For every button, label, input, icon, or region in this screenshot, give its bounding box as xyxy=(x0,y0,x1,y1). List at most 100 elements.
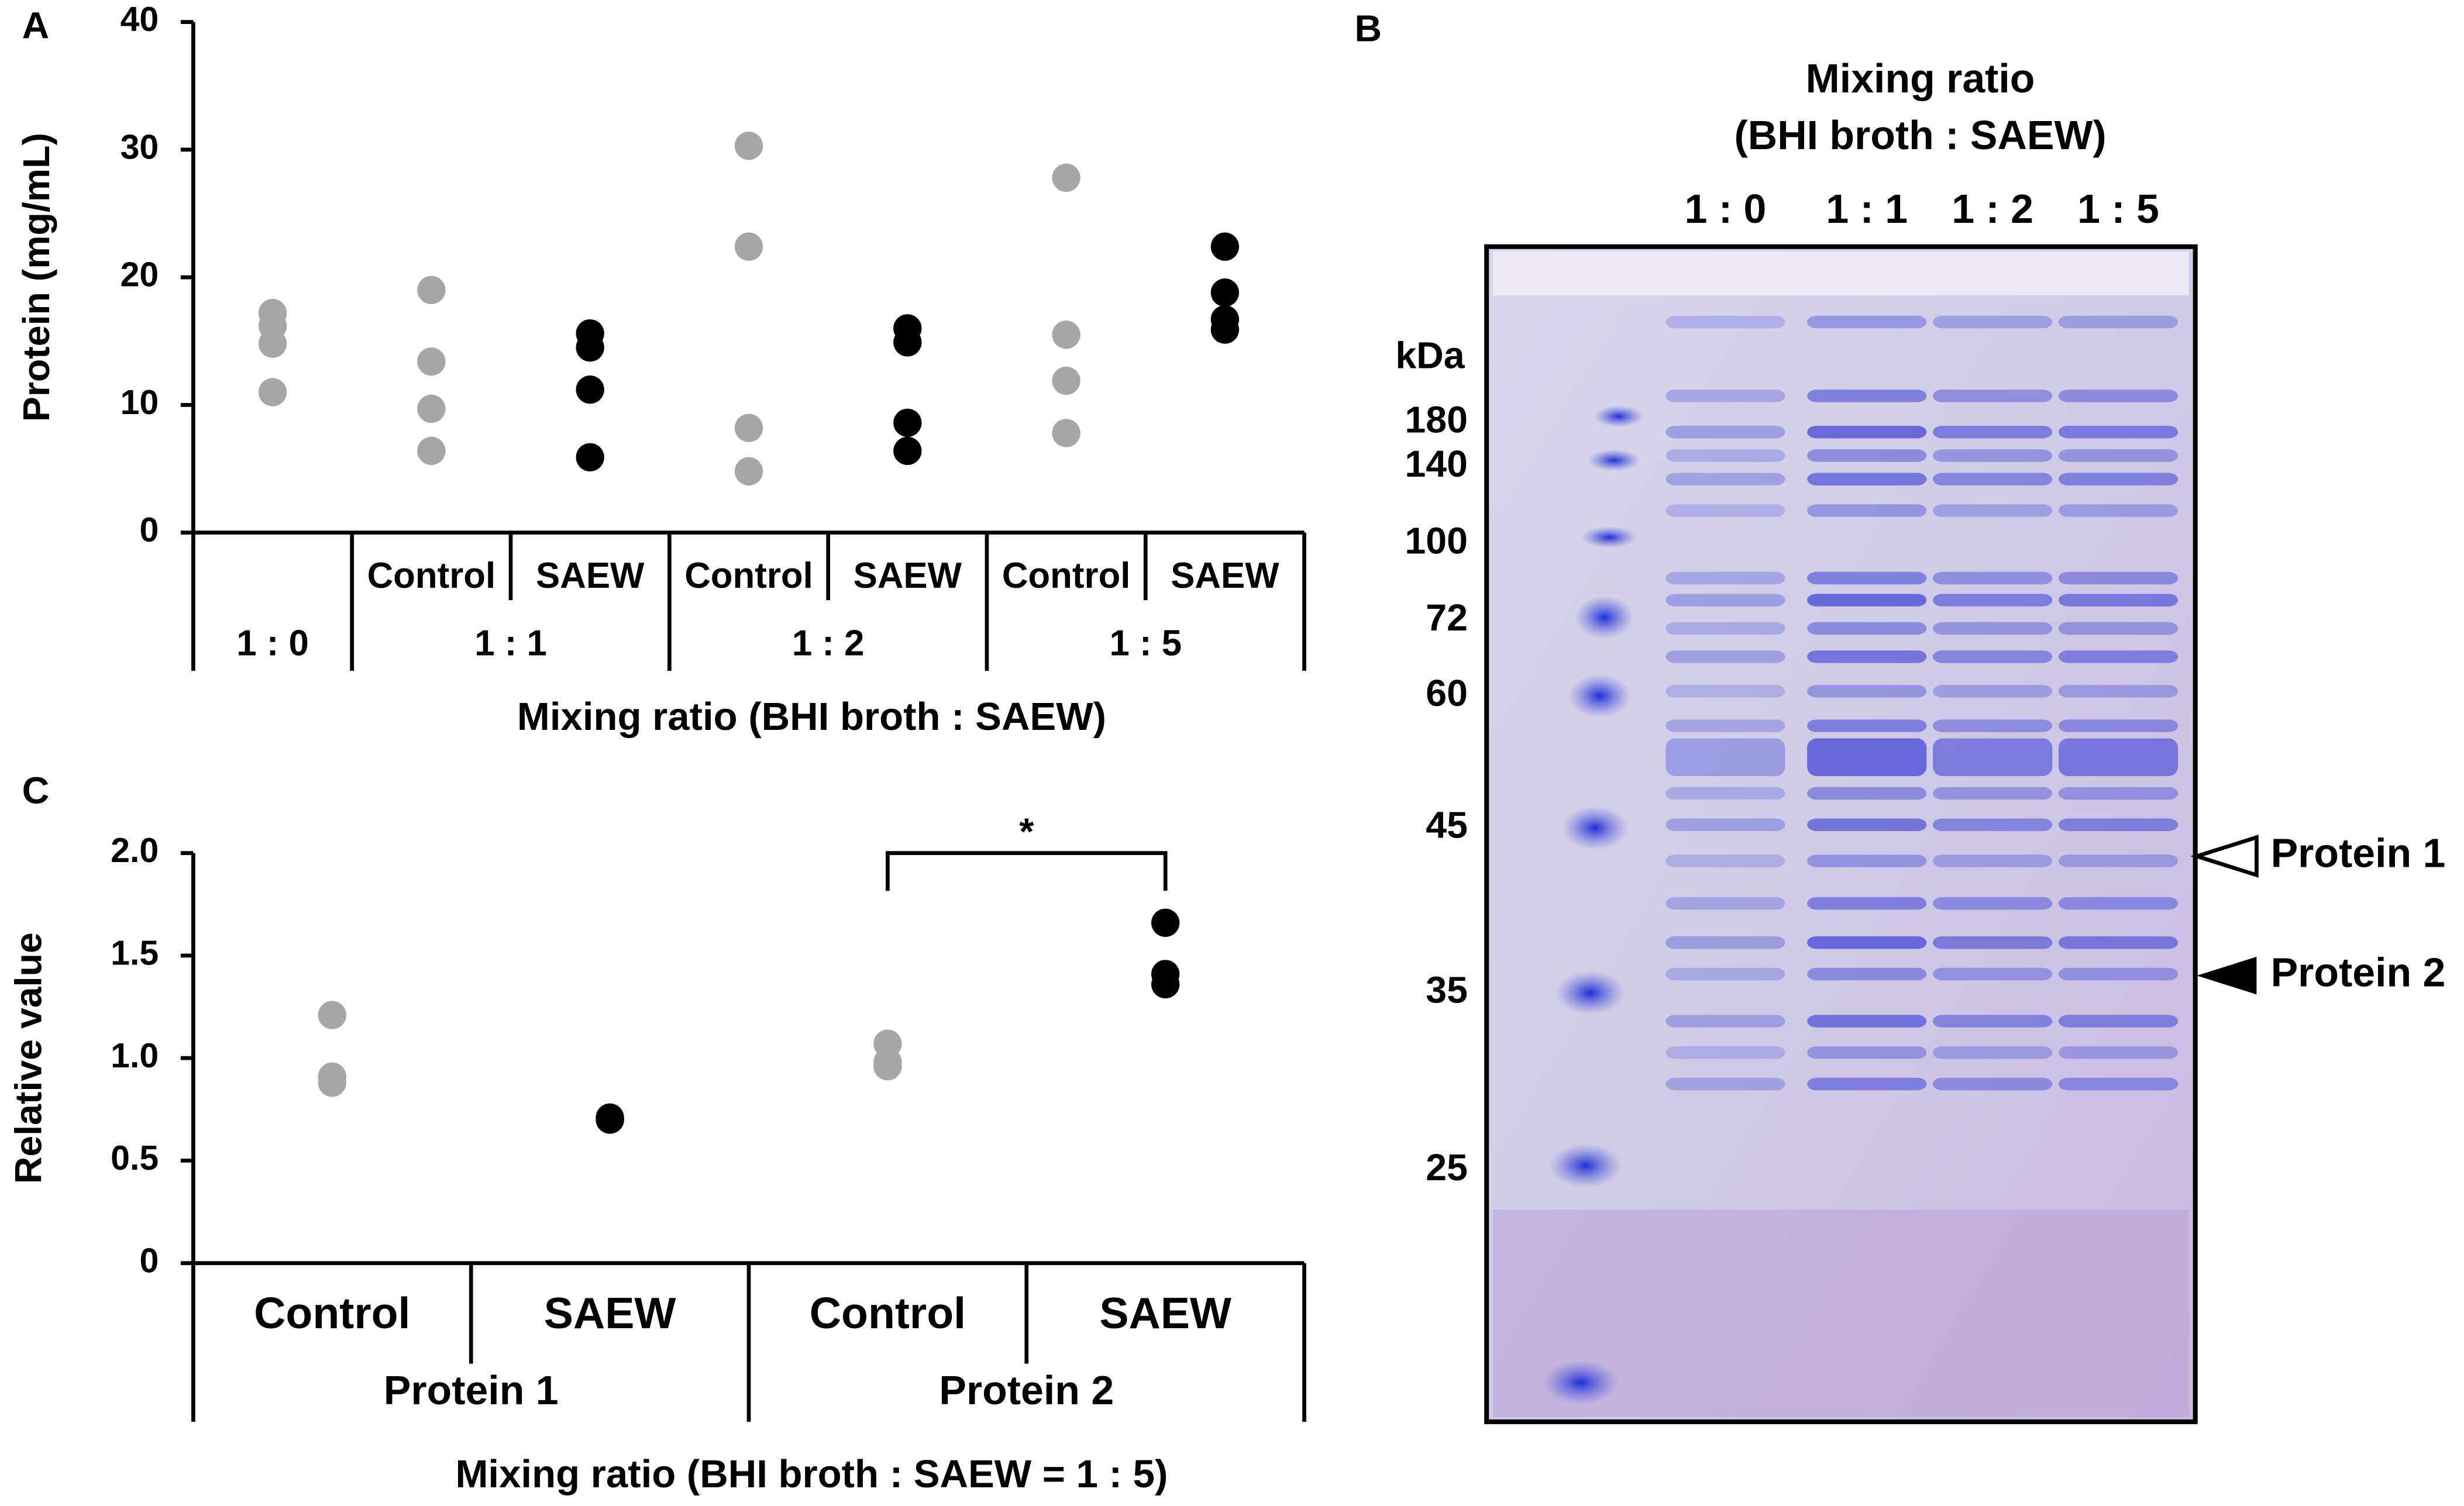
marker-label: 35 xyxy=(1426,969,1468,1011)
gel-bands xyxy=(1543,315,2179,1405)
gel-band xyxy=(2058,1015,2179,1028)
ladder-band xyxy=(1568,674,1632,718)
data-point xyxy=(258,329,287,358)
gel-band xyxy=(1807,897,1927,910)
data-point xyxy=(1210,232,1240,261)
y-tick-label: 2.0 xyxy=(111,831,159,870)
gel-band xyxy=(1933,650,2053,663)
data-point xyxy=(417,275,446,305)
gel-band xyxy=(1665,719,1785,732)
gel-band xyxy=(1933,504,2053,517)
gel-band xyxy=(1807,504,1927,517)
gel-band xyxy=(2058,685,2179,698)
data-point xyxy=(1052,366,1080,395)
y-axis-label: Relative value xyxy=(8,932,50,1184)
data-point xyxy=(734,132,763,160)
gel-band xyxy=(1933,473,2053,486)
gel-band xyxy=(1933,897,2053,910)
data-point xyxy=(1151,908,1180,937)
arrow-label: Protein 2 xyxy=(2271,950,2446,995)
gel-band xyxy=(1665,473,1785,486)
gel-band xyxy=(2058,622,2179,635)
gel-band xyxy=(1807,936,1927,949)
gel-band xyxy=(2058,449,2179,462)
gel-band xyxy=(1933,571,2053,585)
gel-band xyxy=(2058,315,2179,329)
y-tick-label: 10 xyxy=(121,383,159,422)
x-tick-label: Control xyxy=(254,1288,410,1338)
gel-band xyxy=(1933,967,2053,981)
y-tick-label: 1.0 xyxy=(111,1036,159,1075)
data-point xyxy=(318,1069,346,1097)
panel-label: C xyxy=(22,770,50,812)
gel-band xyxy=(2058,719,2179,732)
data-point xyxy=(576,375,604,404)
x-tick-label: Control xyxy=(1002,556,1131,596)
gel-band xyxy=(1807,571,1927,585)
gel-band xyxy=(1665,854,1785,867)
gel-band xyxy=(1933,622,2053,635)
y-tick-label: 0.5 xyxy=(111,1139,159,1177)
data-point xyxy=(417,394,446,423)
lane-label: 1 : 5 xyxy=(2077,186,2159,232)
gel-band xyxy=(2058,738,2179,776)
marker-label: 45 xyxy=(1426,804,1468,846)
marker-label: 25 xyxy=(1426,1146,1468,1188)
gel-band xyxy=(1807,473,1927,486)
gel-band xyxy=(1933,936,2053,949)
gel-band xyxy=(1933,818,2053,832)
gel-band xyxy=(1665,897,1785,910)
gel-band xyxy=(1807,685,1927,698)
gel-band xyxy=(1665,685,1785,698)
gel-band xyxy=(1665,1046,1785,1059)
gel-band xyxy=(1665,1015,1785,1028)
marker-label: 140 xyxy=(1405,443,1468,485)
ladder-band xyxy=(1543,1360,1619,1405)
lane-label: 1 : 0 xyxy=(1685,186,1767,232)
ladder-band xyxy=(1587,449,1641,471)
ladder-band xyxy=(1549,1143,1622,1188)
gel-band xyxy=(2058,650,2179,663)
data-point xyxy=(1052,321,1080,349)
data-point xyxy=(318,1001,346,1029)
y-tick-label: 30 xyxy=(121,127,159,166)
gel-band xyxy=(1933,854,2053,867)
gel-band xyxy=(1807,390,1927,402)
group-label: 1 : 0 xyxy=(236,623,309,663)
x-tick-label: SAEW xyxy=(1099,1288,1231,1338)
data-point xyxy=(417,347,446,376)
gel-band xyxy=(2058,390,2179,402)
gel-band xyxy=(1665,818,1785,832)
gel-band xyxy=(1807,315,1927,329)
ladder-band xyxy=(1556,971,1625,1015)
gel-band xyxy=(2058,936,2179,949)
data-point xyxy=(258,378,287,406)
gel-band xyxy=(1933,685,2053,698)
gel-band xyxy=(1807,818,1927,832)
gel-band xyxy=(1807,650,1927,663)
gel-band xyxy=(1807,787,1927,800)
x-axis-label: Mixing ratio (BHI broth : SAEW = 1 : 5) xyxy=(455,1452,1168,1496)
x-tick-label: Control xyxy=(684,556,813,596)
gel-band xyxy=(1933,787,2053,800)
gel-band xyxy=(1665,449,1785,462)
data-point xyxy=(576,443,604,472)
data-point xyxy=(734,457,763,486)
gel-band xyxy=(1665,650,1785,663)
gel-band xyxy=(2058,594,2179,606)
gel-band xyxy=(1933,594,2053,606)
gel-band xyxy=(1933,425,2053,439)
y-tick-label: 20 xyxy=(121,256,159,294)
x-tick-label: Control xyxy=(810,1288,966,1338)
data-point xyxy=(596,1105,624,1134)
lane-label: 1 : 1 xyxy=(1826,186,1908,232)
data-point xyxy=(893,328,922,357)
gel-title: Mixing ratio xyxy=(1806,56,2035,101)
x-tick-label: SAEW xyxy=(1171,556,1279,596)
gel-band xyxy=(1807,594,1927,606)
gel-band xyxy=(2058,1077,2179,1091)
x-tick-label: Control xyxy=(367,556,496,596)
gel-band xyxy=(2058,1046,2179,1059)
data-point xyxy=(1210,278,1240,307)
